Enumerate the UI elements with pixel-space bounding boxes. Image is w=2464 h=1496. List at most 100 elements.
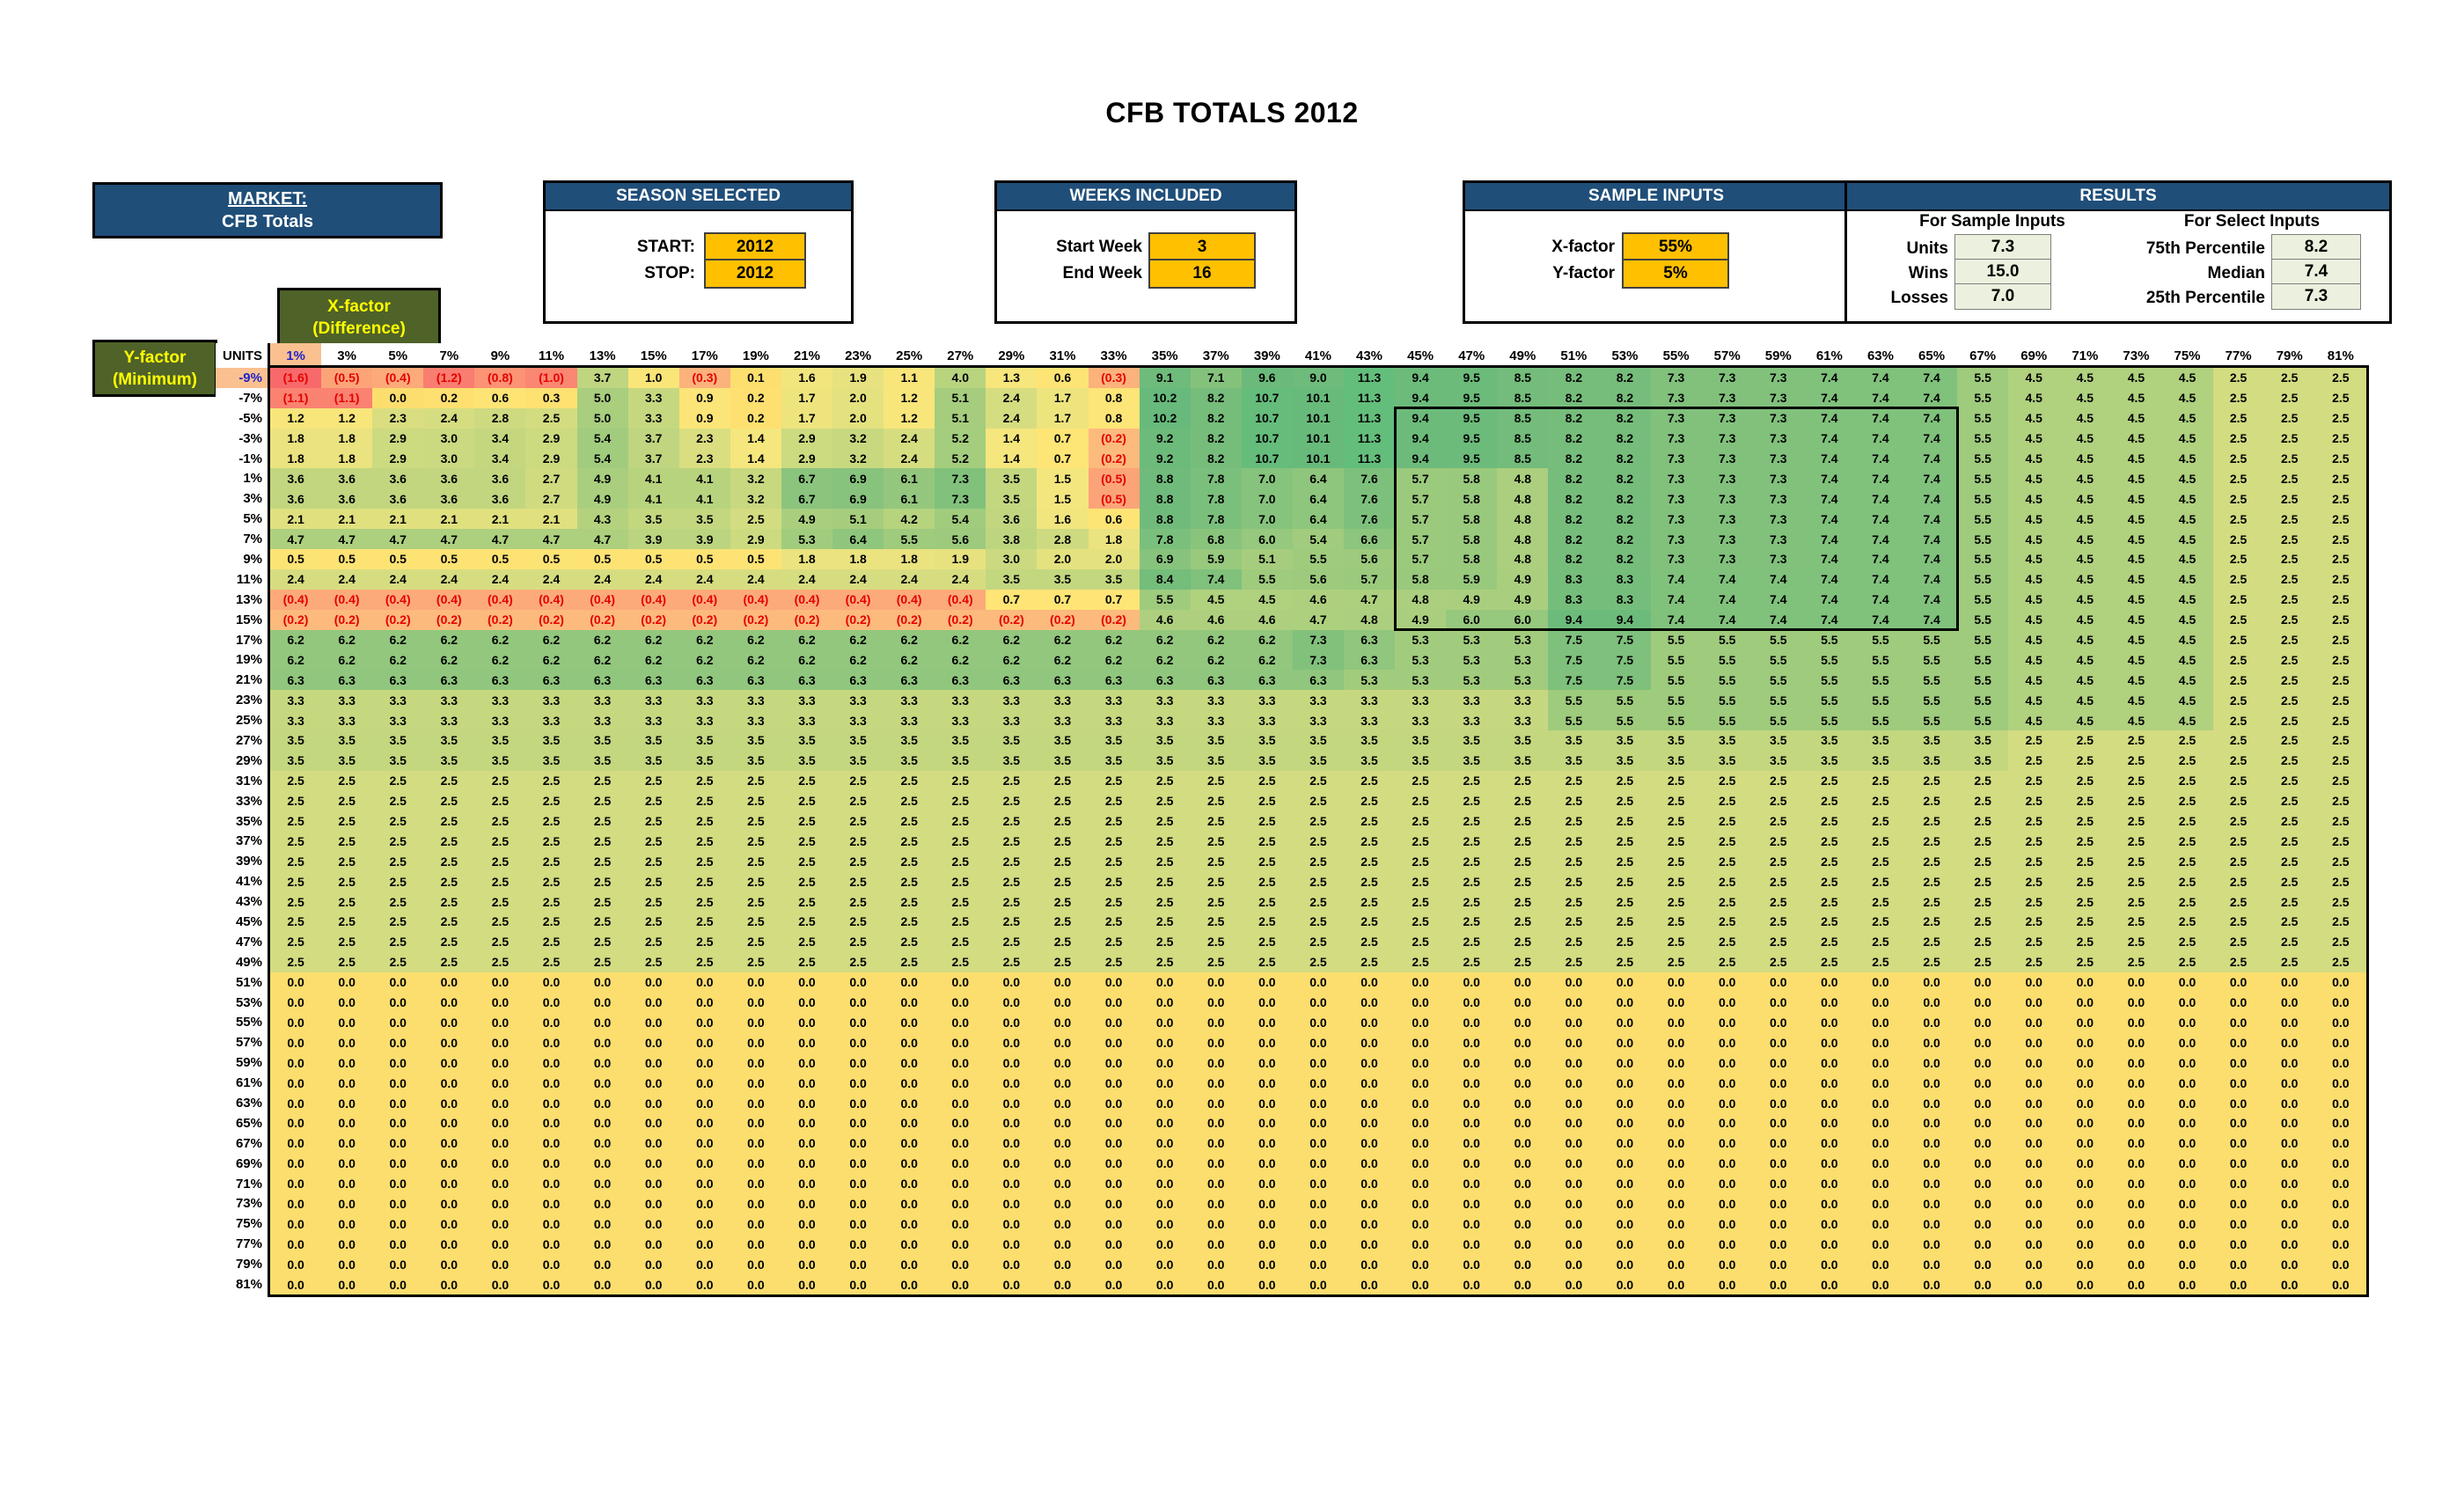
heatmap-cell[interactable]: 0.0 xyxy=(1906,1214,1958,1235)
heatmap-cell[interactable]: 0.0 xyxy=(1803,1052,1855,1074)
heatmap-cell[interactable]: 2.5 xyxy=(1906,831,1958,852)
heatmap-cell[interactable]: 2.5 xyxy=(525,790,577,811)
heatmap-cell[interactable]: 2.5 xyxy=(1395,790,1447,811)
heatmap-cell[interactable]: 2.5 xyxy=(2212,568,2264,590)
heatmap-cell[interactable]: 7.4 xyxy=(1854,428,1906,449)
heatmap-cell[interactable]: 2.5 xyxy=(1139,851,1191,872)
heatmap-cell[interactable]: 6.8 xyxy=(1190,529,1242,550)
heatmap-cell[interactable]: 2.5 xyxy=(423,931,475,952)
heatmap-cell[interactable]: 2.5 xyxy=(1446,871,1498,892)
heatmap-cell[interactable]: 0.0 xyxy=(1752,1112,1804,1133)
heatmap-cell[interactable]: 0.0 xyxy=(1395,972,1447,993)
heatmap-cell[interactable]: 4.5 xyxy=(2161,387,2213,408)
heatmap-cell[interactable]: 5.5 xyxy=(1957,568,2009,590)
heatmap-cell[interactable]: 2.5 xyxy=(2008,871,2060,892)
heatmap-cell[interactable]: 3.3 xyxy=(321,710,373,731)
heatmap-cell[interactable]: 2.5 xyxy=(730,851,781,872)
heatmap-cell[interactable]: 2.4 xyxy=(884,448,935,469)
heatmap-cell[interactable]: 4.5 xyxy=(2008,509,2060,530)
heatmap-cell[interactable]: 2.5 xyxy=(2059,931,2111,952)
heatmap-cell[interactable]: 0.0 xyxy=(832,1093,884,1113)
heatmap-cell[interactable]: 0.0 xyxy=(832,1193,884,1214)
heatmap-cell[interactable]: 6.3 xyxy=(1292,670,1344,691)
heatmap-cell[interactable]: 0.0 xyxy=(781,1133,833,1154)
heatmap-cell[interactable]: 0.0 xyxy=(781,1112,833,1133)
heatmap-cell[interactable]: 4.5 xyxy=(2059,629,2111,650)
heatmap-cell[interactable]: 2.5 xyxy=(2212,549,2264,569)
heatmap-cell[interactable]: 2.5 xyxy=(1497,931,1549,952)
heatmap-cell[interactable]: 2.5 xyxy=(678,790,730,811)
heatmap-cell[interactable]: 3.3 xyxy=(1292,690,1344,711)
heatmap-cell[interactable]: 0.0 xyxy=(2314,992,2366,1013)
heatmap-cell[interactable]: 2.0 xyxy=(1037,549,1089,569)
heatmap-cell[interactable]: 2.5 xyxy=(1854,891,1906,913)
heatmap-cell[interactable]: 0.0 xyxy=(474,1133,526,1154)
heatmap-cell[interactable]: 0.0 xyxy=(525,1153,577,1174)
heatmap-cell[interactable]: 2.5 xyxy=(2110,931,2162,952)
heatmap-cell[interactable]: 9.5 xyxy=(1446,407,1498,429)
heatmap-cell[interactable]: 0.0 xyxy=(730,972,781,993)
heatmap-cell[interactable]: 2.5 xyxy=(2212,790,2264,811)
heatmap-cell[interactable]: 4.1 xyxy=(627,468,679,489)
heatmap-cell[interactable]: 0.5 xyxy=(474,549,526,569)
heatmap-cell[interactable]: 2.5 xyxy=(525,951,577,972)
heatmap-cell[interactable]: 0.0 xyxy=(781,1073,833,1094)
heatmap-cell[interactable]: 7.3 xyxy=(1650,428,1702,449)
heatmap-cell[interactable]: 2.5 xyxy=(1497,871,1549,892)
heatmap-cell[interactable]: 3.5 xyxy=(1395,750,1447,771)
heatmap-cell[interactable]: 0.0 xyxy=(1190,1032,1242,1053)
heatmap-cell[interactable]: 6.3 xyxy=(627,670,679,691)
heatmap-cell[interactable]: 0.0 xyxy=(1752,1173,1804,1194)
heatmap-cell[interactable]: 0.0 xyxy=(1292,1093,1344,1113)
heatmap-cell[interactable]: 8.8 xyxy=(1139,488,1191,510)
heatmap-cell[interactable]: 3.5 xyxy=(678,730,730,751)
heatmap-cell[interactable]: 2.5 xyxy=(2110,730,2162,751)
heatmap-cell[interactable]: 3.3 xyxy=(1037,710,1089,731)
heatmap-cell[interactable]: 1.8 xyxy=(781,549,833,569)
heatmap-cell[interactable]: 0.0 xyxy=(1292,1214,1344,1235)
heatmap-cell[interactable]: 0.0 xyxy=(1241,1032,1293,1053)
heatmap-cell[interactable]: 0.0 xyxy=(1803,1073,1855,1094)
heatmap-cell[interactable]: 2.5 xyxy=(2314,589,2366,610)
heatmap-cell[interactable]: 8.3 xyxy=(1599,568,1651,590)
heatmap-cell[interactable]: 0.0 xyxy=(1752,1093,1804,1113)
heatmap-cell[interactable]: 0.0 xyxy=(1343,1133,1396,1154)
heatmap-cell[interactable]: 2.5 xyxy=(2263,407,2315,429)
heatmap-cell[interactable]: 0.0 xyxy=(321,1173,373,1194)
heatmap-cell[interactable]: (0.4) xyxy=(474,589,526,610)
heatmap-cell[interactable]: 5.5 xyxy=(884,529,935,550)
heatmap-cell[interactable]: 0.0 xyxy=(781,992,833,1013)
heatmap-cell[interactable]: 0.0 xyxy=(2263,1032,2315,1053)
heatmap-cell[interactable]: 2.5 xyxy=(1701,831,1753,852)
heatmap-cell[interactable]: 0.0 xyxy=(2161,1052,2213,1074)
heatmap-cell[interactable]: 0.5 xyxy=(372,549,424,569)
heatmap-cell[interactable]: 4.5 xyxy=(2008,629,2060,650)
heatmap-cell[interactable]: 0.0 xyxy=(2161,1093,2213,1113)
heatmap-cell[interactable]: 2.5 xyxy=(1599,770,1651,791)
heatmap-cell[interactable]: 2.5 xyxy=(321,931,373,952)
heatmap-cell[interactable]: 2.5 xyxy=(1548,891,1600,913)
heatmap-cell[interactable]: 0.0 xyxy=(525,1012,577,1033)
heatmap-cell[interactable]: 9.4 xyxy=(1548,609,1600,630)
heatmap-cell[interactable]: 0.0 xyxy=(1650,1073,1702,1094)
heatmap-cell[interactable]: 2.5 xyxy=(1395,851,1447,872)
heatmap-cell[interactable]: 7.4 xyxy=(1906,589,1958,610)
heatmap-cell[interactable]: 2.5 xyxy=(2263,710,2315,731)
heatmap-cell[interactable]: 2.5 xyxy=(1139,891,1191,913)
heatmap-cell[interactable]: 0.0 xyxy=(678,1133,730,1154)
heatmap-cell[interactable]: 8.2 xyxy=(1190,428,1242,449)
heatmap-cell[interactable]: 0.0 xyxy=(2161,1032,2213,1053)
heatmap-cell[interactable]: 0.0 xyxy=(1701,1052,1753,1074)
heatmap-cell[interactable]: 3.5 xyxy=(1957,730,2009,751)
heatmap-cell[interactable]: 0.0 xyxy=(1241,1254,1293,1275)
heatmap-cell[interactable]: 0.0 xyxy=(1548,1052,1600,1074)
heatmap-cell[interactable]: 2.5 xyxy=(2008,730,2060,751)
heatmap-cell[interactable]: 2.5 xyxy=(781,770,833,791)
heatmap-cell[interactable]: 0.0 xyxy=(2059,1012,2111,1033)
heatmap-cell[interactable]: 2.5 xyxy=(1701,851,1753,872)
heatmap-cell[interactable]: 5.1 xyxy=(832,509,884,530)
heatmap-cell[interactable]: 7.3 xyxy=(1650,387,1702,408)
heatmap-cell[interactable]: 3.3 xyxy=(270,690,322,711)
heatmap-cell[interactable]: 0.0 xyxy=(1803,1133,1855,1154)
heatmap-cell[interactable]: 2.5 xyxy=(730,790,781,811)
